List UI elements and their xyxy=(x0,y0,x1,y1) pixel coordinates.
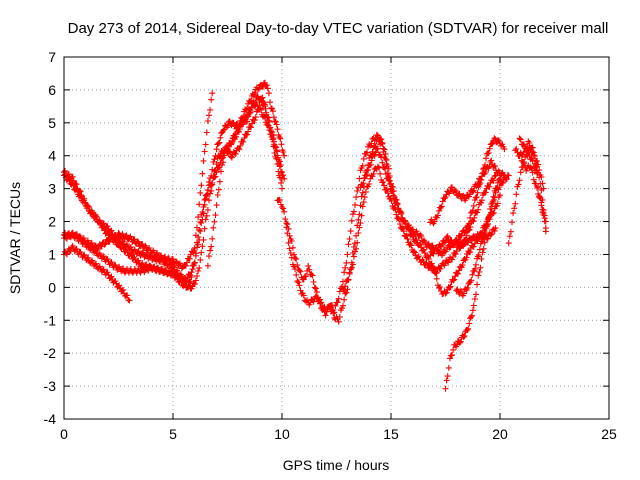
x-tick-label: 5 xyxy=(169,426,177,442)
y-tick-label: 2 xyxy=(48,214,56,230)
x-tick-label: 10 xyxy=(274,426,290,442)
x-tick-label: 15 xyxy=(383,426,399,442)
series-track-g xyxy=(274,134,394,325)
data-points xyxy=(61,79,549,392)
y-tick-label: 4 xyxy=(48,148,56,164)
y-tick-labels: -4 -3 -2 -1 0 1 2 3 4 5 6 7 xyxy=(44,49,57,427)
y-tick-label: -3 xyxy=(44,378,57,394)
series-track-r xyxy=(518,157,549,235)
series-track-m xyxy=(442,175,503,392)
series-track-n xyxy=(453,172,512,299)
data-point-marks xyxy=(512,138,549,225)
data-point-marks xyxy=(427,157,508,227)
data-point-marks xyxy=(442,175,503,392)
series-track-f xyxy=(204,94,285,269)
y-tick-label: 0 xyxy=(48,279,56,295)
data-point-marks xyxy=(518,157,549,235)
series-track-l xyxy=(427,135,508,259)
data-point-marks xyxy=(274,134,394,325)
y-tick-label: 1 xyxy=(48,246,56,262)
x-tick-label: 25 xyxy=(601,426,617,442)
series-track-k xyxy=(427,157,508,227)
chart-title: Day 273 of 2014, Sidereal Day-to-day VTE… xyxy=(68,20,609,37)
x-tick-label: 20 xyxy=(492,426,508,442)
y-tick-label: 7 xyxy=(48,49,56,65)
y-tick-label: -2 xyxy=(44,345,57,361)
y-tick-label: 5 xyxy=(48,115,56,131)
data-point-marks xyxy=(204,94,285,269)
x-tick-labels: 0 5 10 15 20 25 xyxy=(60,426,617,442)
plot-frame xyxy=(63,56,610,420)
series-track-j xyxy=(357,145,503,297)
y-tick-label: -1 xyxy=(44,312,57,328)
data-point-marks xyxy=(357,145,503,297)
grid-lines xyxy=(64,57,609,419)
y-tick-label: 6 xyxy=(48,82,56,98)
data-point-marks xyxy=(453,172,512,299)
y-tick-label: -4 xyxy=(44,411,57,427)
x-axis-label: GPS time / hours xyxy=(283,457,390,473)
axis-ticks xyxy=(63,56,610,420)
x-tick-label: 0 xyxy=(60,426,68,442)
y-axis-label: SDTVAR / TECUs xyxy=(7,182,23,294)
y-tick-label: 3 xyxy=(48,181,56,197)
data-point-marks xyxy=(427,135,508,259)
series-track-q xyxy=(512,138,549,225)
